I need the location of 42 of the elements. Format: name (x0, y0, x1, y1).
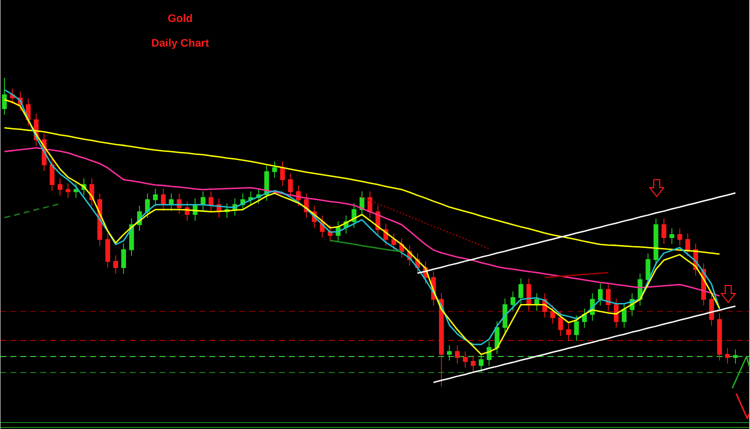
candlestick (66, 182, 70, 198)
candlestick (462, 350, 468, 368)
candlestick (105, 232, 110, 268)
candlestick (677, 228, 682, 246)
candlestick (725, 348, 730, 364)
candlestick (733, 348, 738, 364)
candlestick (558, 310, 563, 336)
candlestick (153, 188, 158, 206)
candlestick (502, 298, 508, 334)
candlestick (518, 278, 524, 304)
candlestick (454, 344, 460, 364)
candlestick (58, 178, 62, 196)
candlestick (669, 228, 674, 244)
candlestick (145, 192, 150, 218)
candlestick (74, 182, 78, 198)
candlestick (439, 292, 444, 387)
candlestick (510, 290, 516, 312)
candlestick (208, 190, 214, 212)
candlestick (272, 160, 277, 178)
candlestick (2, 77, 7, 116)
candlestick (574, 314, 579, 341)
candlestick (352, 202, 356, 228)
candlestick (494, 320, 500, 354)
candlestick (368, 190, 372, 218)
candlestick (200, 190, 206, 212)
candlestick (288, 172, 293, 198)
chart-subtitle: Daily Chart (152, 38, 209, 49)
candlestick (470, 354, 476, 372)
candlestick (478, 352, 484, 372)
candlestick (446, 344, 452, 361)
candlestick (50, 158, 54, 191)
candlestick (662, 218, 666, 244)
candlestick (646, 252, 650, 286)
candlestick (717, 312, 722, 361)
candlestick (486, 340, 492, 366)
candlestick (280, 160, 285, 186)
candlestick (566, 322, 571, 341)
candlestick (709, 292, 714, 326)
candlestick (113, 254, 118, 274)
candlestick (654, 218, 658, 266)
candlestick (121, 242, 126, 274)
chart-title: Gold (168, 14, 192, 22)
